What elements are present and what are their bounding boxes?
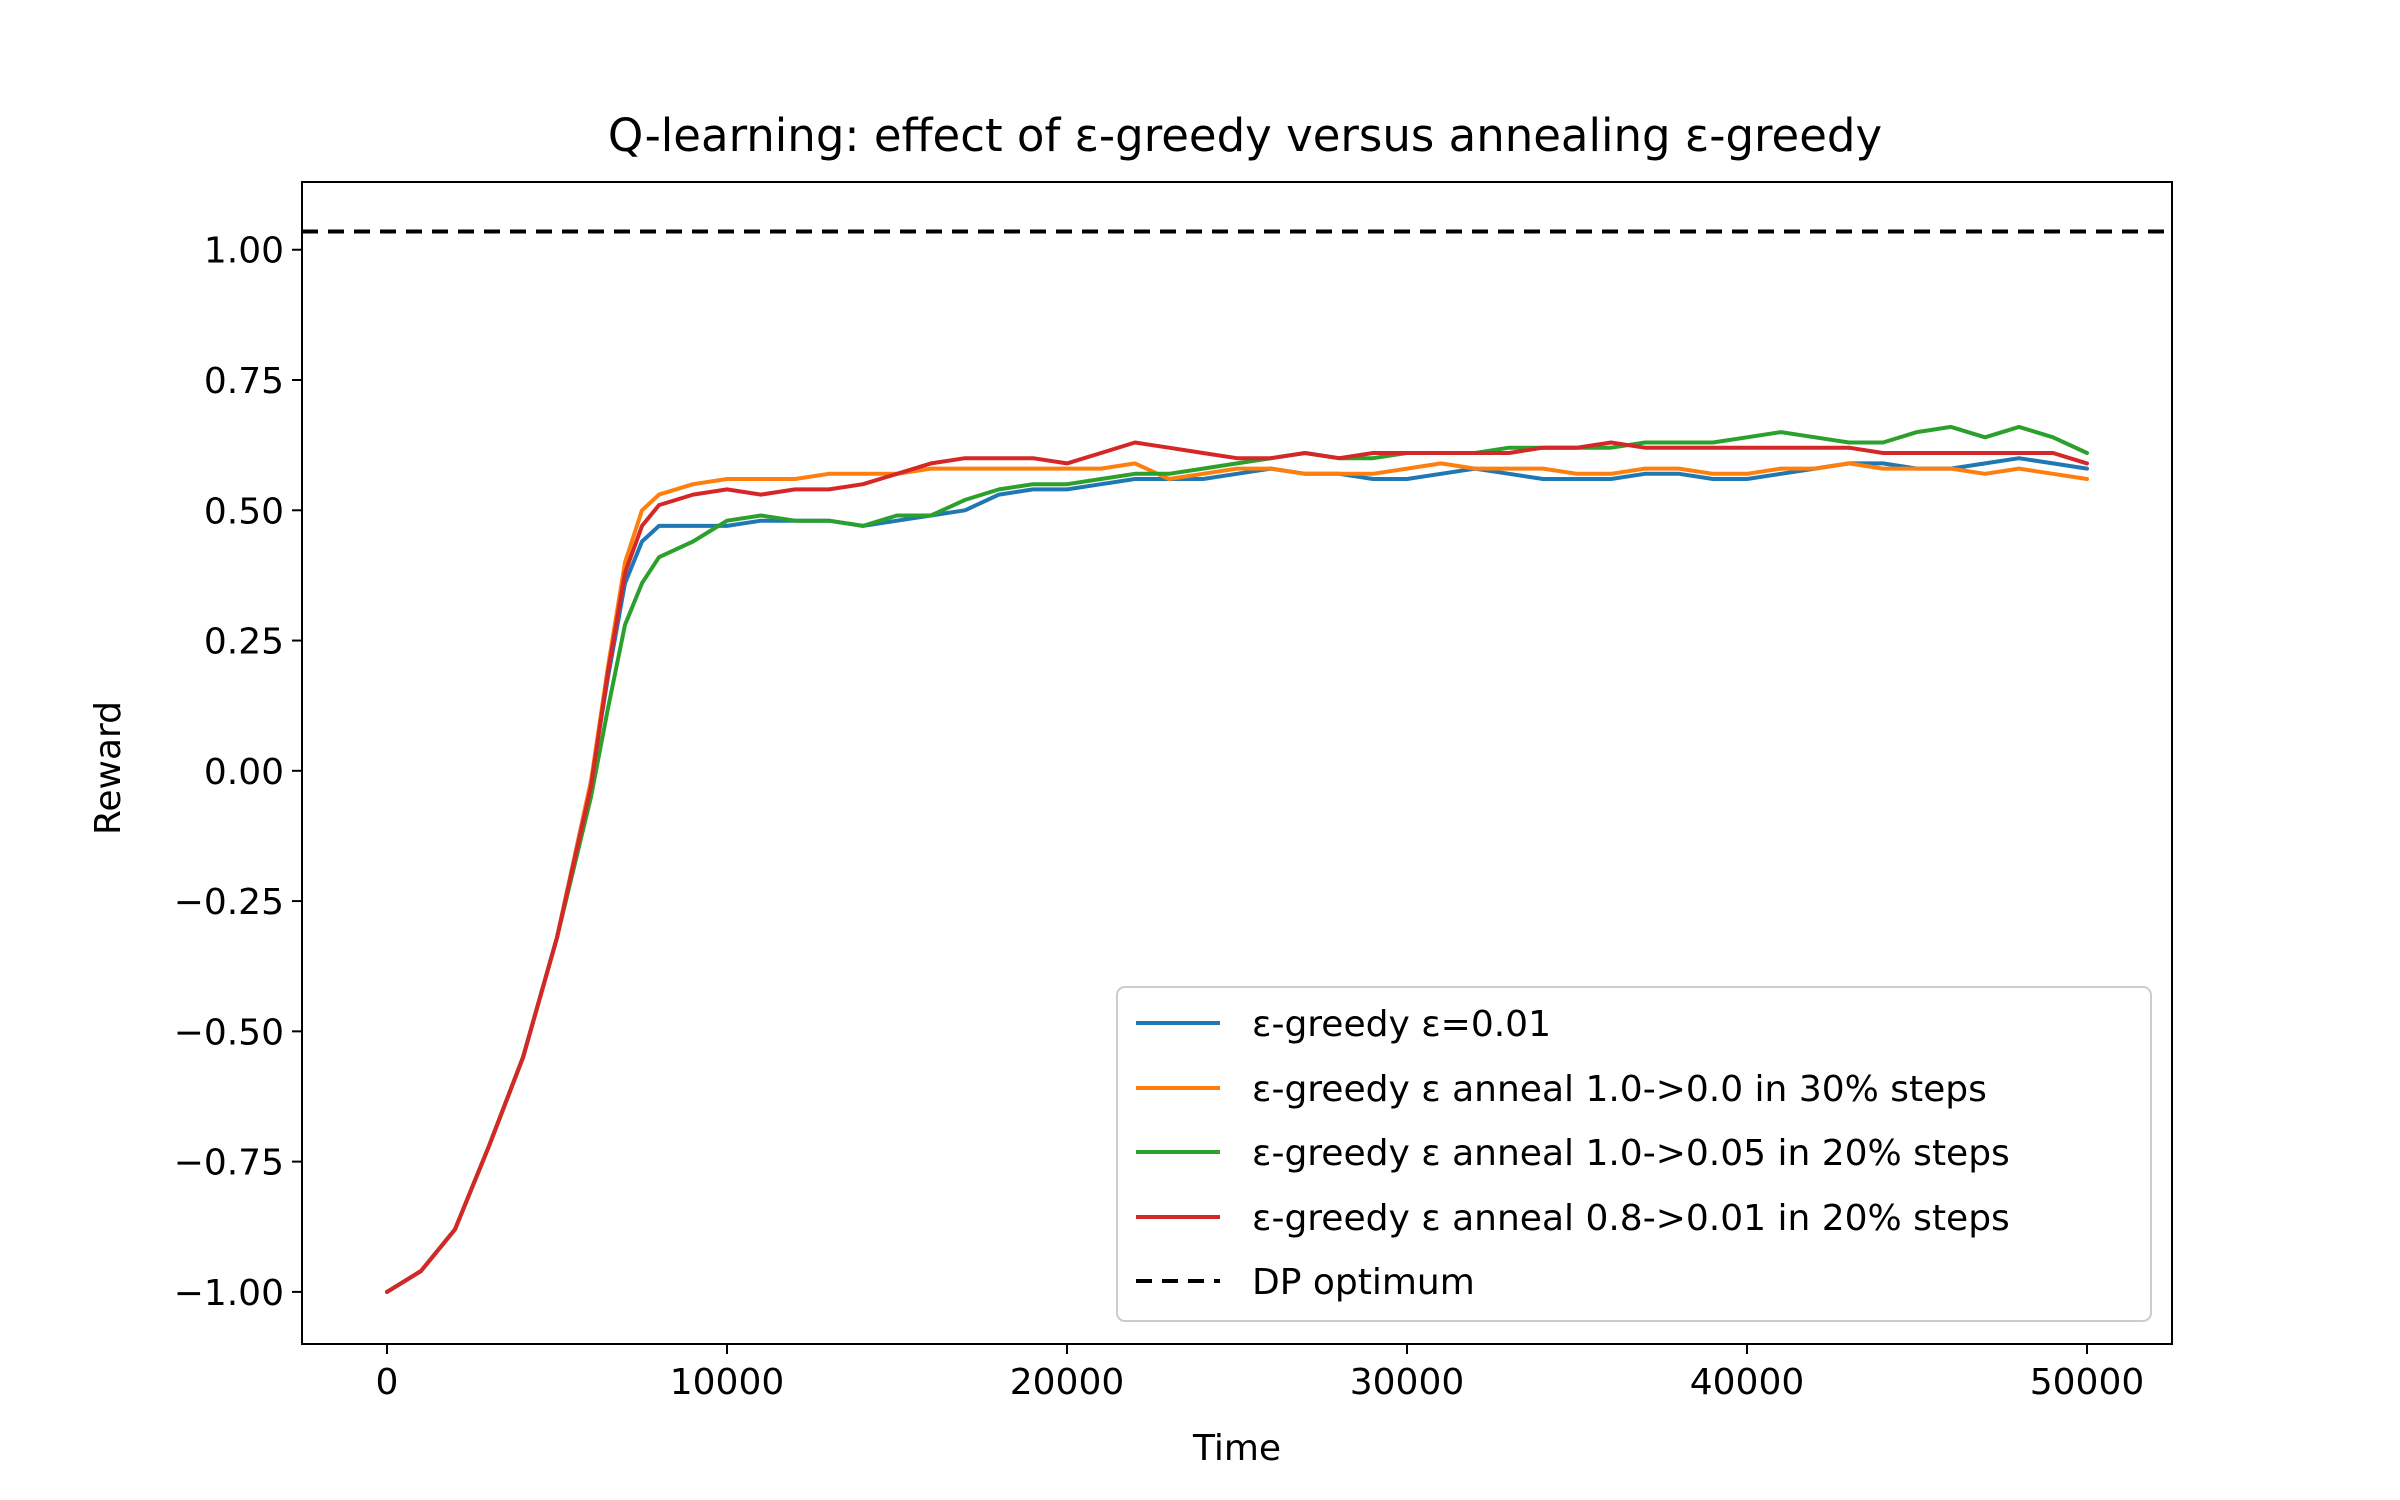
legend-label: ε-greedy ε anneal 1.0->0.0 in 30% steps (1252, 1069, 1987, 1110)
y-tick-label: 0.25 (204, 622, 284, 663)
x-tick-label: 30000 (1350, 1362, 1465, 1403)
legend: ε-greedy ε=0.01 ε-greedy ε anneal 1.0->0.… (1116, 986, 2152, 1322)
plot-frame (301, 181, 2173, 1345)
plot-lines (302, 229, 2172, 1294)
legend-label: ε-greedy ε=0.01 (1252, 1004, 1551, 1045)
x-axis-label: Time (1192, 1428, 1281, 1469)
series-line-1 (385, 461, 2089, 1294)
x-tick-label: 50000 (2030, 1362, 2145, 1403)
series-line-3 (385, 440, 2089, 1294)
y-tick-label: 0.00 (204, 752, 284, 793)
series-line-0 (385, 456, 2089, 1294)
series-line-2 (385, 424, 2089, 1294)
x-tick-label: 0 (376, 1362, 399, 1403)
y-axis-label: Reward (88, 701, 129, 835)
x-tick-label: 40000 (1690, 1362, 1805, 1403)
y-tick-label: −0.75 (174, 1143, 284, 1184)
y-tick-label: 1.00 (204, 231, 284, 272)
y-axis: 1.00 0.75 0.50 0.25 0.00 −0.25 −0.50 −0.75 −1.00 (174, 231, 302, 1314)
legend-box (1116, 986, 2152, 1322)
y-tick-label: 0.50 (204, 491, 284, 532)
legend-label: ε-greedy ε anneal 0.8->0.01 in 20% steps (1252, 1198, 2010, 1239)
x-axis: 0 10000 20000 30000 40000 50000 (376, 1344, 2145, 1403)
chart-title: Q-learning: effect of ε-greedy versus an… (608, 109, 1882, 162)
legend-label: ε-greedy ε anneal 1.0->0.05 in 20% steps (1252, 1133, 2010, 1174)
x-tick-label: 10000 (670, 1362, 785, 1403)
y-tick-label: −0.50 (174, 1012, 284, 1053)
x-tick-label: 20000 (1010, 1362, 1125, 1403)
y-tick-label: −0.25 (174, 882, 284, 923)
y-tick-label: 0.75 (204, 361, 284, 402)
y-tick-label: −1.00 (174, 1273, 284, 1314)
legend-label: DP optimum (1252, 1262, 1475, 1303)
